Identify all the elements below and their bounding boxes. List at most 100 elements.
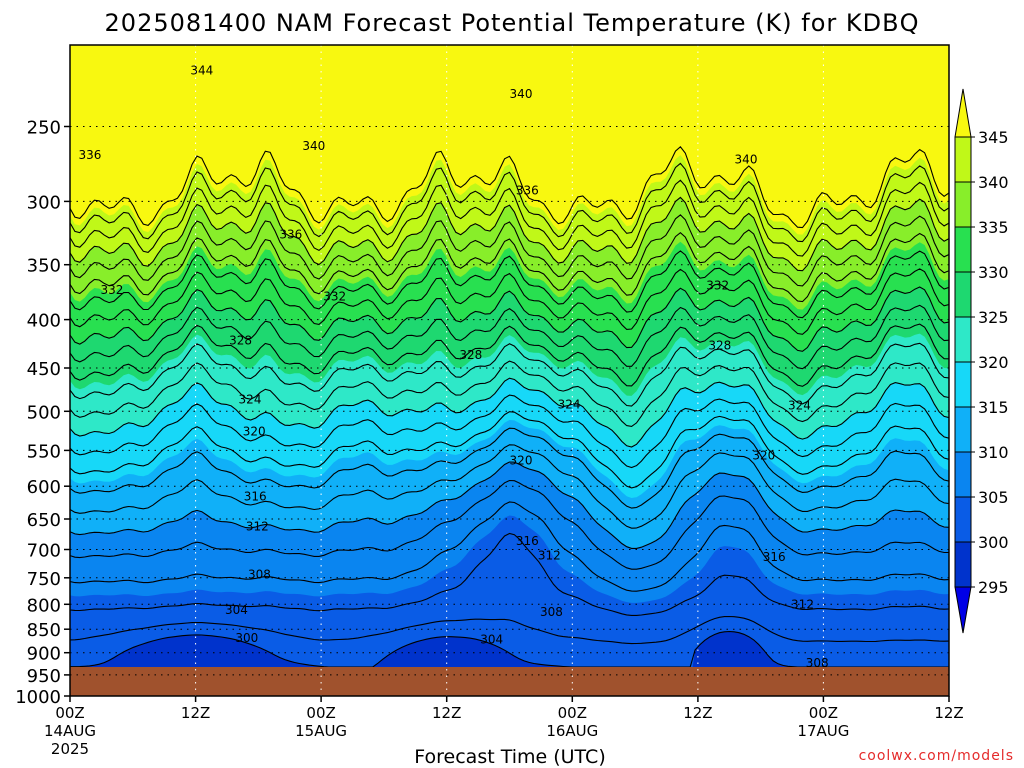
contour-label-300: 300 — [235, 631, 258, 645]
contour-label-320: 320 — [752, 449, 775, 463]
colorbar-label-295: 295 — [978, 578, 1009, 597]
y-tick-label-400: 400 — [27, 311, 61, 332]
y-tick-label-250: 250 — [27, 118, 61, 139]
contour-318 — [70, 394, 949, 469]
colorbar-segment-0 — [954, 136, 972, 183]
x-tick-label-0-2: 2025 — [51, 740, 89, 758]
contour-312 — [70, 444, 949, 529]
x-tick-label-60-0: 12Z — [683, 704, 712, 722]
x-tick-label-12-0: 12Z — [181, 704, 210, 722]
contour-label-332: 332 — [706, 278, 729, 292]
colorbar-segment-8 — [954, 496, 972, 543]
colorbar-segment-3 — [954, 271, 972, 318]
contour-326 — [70, 323, 949, 387]
contour-label-304: 304 — [480, 632, 503, 646]
contour-label-324: 324 — [239, 393, 262, 407]
colorbar-label-310: 310 — [978, 443, 1009, 462]
colorbar-segment-6 — [954, 406, 972, 453]
contour-label-328: 328 — [459, 348, 482, 362]
y-tick-label-900: 900 — [27, 644, 61, 665]
y-tick-label-850: 850 — [27, 620, 61, 641]
contour-label-320: 320 — [243, 424, 266, 438]
contour-label-328: 328 — [708, 339, 731, 353]
y-tick-label-550: 550 — [27, 441, 61, 462]
contour-308 — [70, 479, 949, 570]
y-tick-label-750: 750 — [27, 569, 61, 590]
contour-label-316: 316 — [763, 550, 786, 564]
contour-328 — [70, 304, 949, 370]
y-tick-label-450: 450 — [27, 359, 61, 380]
contour-label-308: 308 — [806, 656, 829, 670]
x-tick-label-0-1: 14AUG — [44, 722, 96, 740]
contour-label-308: 308 — [248, 568, 271, 582]
watermark: coolwx.com/models — [859, 748, 1014, 764]
contour-label-312: 312 — [538, 548, 561, 562]
band-300 — [70, 631, 949, 690]
contour-306 — [70, 501, 949, 592]
contour-320 — [70, 377, 949, 448]
x-tick-label-72-1: 17AUG — [797, 722, 849, 740]
colorbar-segment-2 — [954, 226, 972, 273]
contour-label-316: 316 — [244, 489, 267, 503]
contour-324 — [70, 342, 949, 407]
colorbar-segment-7 — [954, 451, 972, 498]
contour-label-324: 324 — [558, 398, 581, 412]
colorbar-extend-bottom — [954, 586, 972, 634]
contour-label-312: 312 — [791, 597, 814, 611]
chart-title: 2025081400 NAM Forecast Potential Temper… — [105, 9, 920, 37]
colorbar-extend-top — [954, 88, 972, 138]
x-tick-label-48-1: 16AUG — [546, 722, 598, 740]
contour-342 — [70, 179, 949, 257]
contour-label-316: 316 — [516, 534, 539, 548]
contour-label-328: 328 — [229, 334, 252, 348]
contour-label-344: 344 — [190, 63, 213, 77]
y-tick-label-700: 700 — [27, 541, 61, 562]
colorbar-segment-1 — [954, 181, 972, 228]
x-tick-label-0-0: 00Z — [55, 704, 84, 722]
colorbar-label-320: 320 — [978, 353, 1009, 372]
plot-area: 344 340 340 340 336 336 336 332 332 332 328 328 328 3… — [69, 44, 950, 697]
contour-330 — [70, 286, 949, 352]
contour-label-336: 336 — [516, 183, 539, 197]
contour-label-340: 340 — [735, 153, 758, 167]
ground-surface — [70, 667, 949, 696]
y-tick-label-800: 800 — [27, 595, 61, 616]
contour-322 — [70, 360, 949, 427]
contour-label-312: 312 — [246, 520, 269, 534]
contour-346 — [70, 146, 949, 229]
x-tick-label-84-0: 12Z — [934, 704, 963, 722]
contour-314 — [70, 427, 949, 509]
contour-310 — [70, 461, 949, 549]
colorbar-label-330: 330 — [978, 263, 1009, 282]
band-305 — [70, 515, 949, 667]
x-tick-label-24-0: 00Z — [306, 704, 335, 722]
y-tick-label-650: 650 — [27, 510, 61, 531]
contour-344 — [70, 162, 949, 243]
contour-labels: 344 340 340 340 336 336 336 332 332 332 328 328 328 3… — [78, 63, 828, 670]
contour-332 — [70, 268, 949, 335]
y-tick-label-950: 950 — [27, 666, 61, 687]
colorbar-segment-5 — [954, 361, 972, 408]
contour-label-336: 336 — [279, 227, 302, 241]
colorbar-label-335: 335 — [978, 218, 1009, 237]
colorbar-segment-9 — [954, 541, 972, 588]
contour-label-332: 332 — [100, 283, 123, 297]
y-tick-label-600: 600 — [27, 477, 61, 498]
colorbar-label-345: 345 — [978, 128, 1009, 147]
ground-fill — [70, 667, 949, 696]
x-tick-label-24-1: 15AUG — [295, 722, 347, 740]
contour-304 — [70, 532, 949, 616]
contour-340 — [70, 196, 949, 272]
x-tick-label-48-0: 00Z — [558, 704, 587, 722]
y-tick-label-300: 300 — [27, 192, 61, 213]
x-axis-label: Forecast Time (UTC) — [414, 746, 605, 768]
colorbar-label-315: 315 — [978, 398, 1009, 417]
contour-336 — [70, 231, 949, 303]
y-tick-label-1000: 1000 — [15, 687, 61, 708]
contour-label-308: 308 — [540, 605, 563, 619]
y-tick-label-500: 500 — [27, 402, 61, 423]
contour-316 — [70, 411, 949, 489]
x-tick-label-36-0: 12Z — [432, 704, 461, 722]
